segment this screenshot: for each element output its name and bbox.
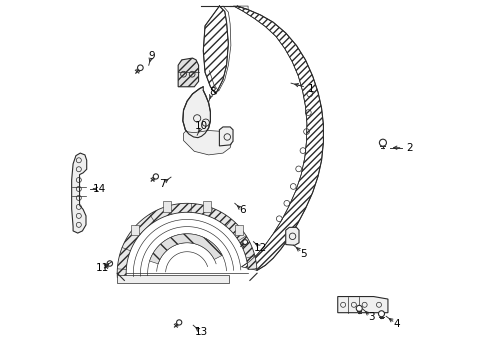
Text: 2: 2	[406, 143, 412, 153]
Circle shape	[379, 139, 386, 146]
Text: 7: 7	[159, 179, 165, 189]
Polygon shape	[219, 127, 233, 146]
Text: 14: 14	[92, 184, 106, 194]
Circle shape	[137, 65, 143, 71]
Text: 11: 11	[96, 263, 109, 273]
Circle shape	[378, 311, 384, 317]
Bar	[203, 201, 211, 212]
Circle shape	[242, 240, 247, 244]
Circle shape	[153, 174, 158, 179]
Circle shape	[176, 320, 182, 325]
Polygon shape	[203, 6, 228, 94]
Polygon shape	[72, 153, 86, 233]
Text: 5: 5	[300, 248, 306, 258]
Polygon shape	[117, 203, 256, 278]
Circle shape	[356, 305, 362, 311]
Polygon shape	[149, 234, 222, 264]
Text: 4: 4	[393, 319, 399, 329]
Bar	[235, 225, 243, 235]
Polygon shape	[233, 6, 323, 270]
Text: 8: 8	[208, 87, 215, 97]
Text: 10: 10	[195, 121, 207, 131]
Text: 13: 13	[194, 327, 208, 337]
Polygon shape	[117, 275, 228, 283]
Polygon shape	[183, 131, 231, 155]
Text: 6: 6	[239, 206, 245, 216]
Polygon shape	[178, 58, 198, 87]
Bar	[131, 225, 139, 235]
Circle shape	[107, 261, 112, 266]
Text: 12: 12	[253, 243, 267, 253]
Polygon shape	[183, 87, 210, 138]
Bar	[163, 201, 171, 212]
Text: 9: 9	[148, 51, 154, 61]
Polygon shape	[337, 297, 387, 313]
Polygon shape	[285, 227, 298, 245]
Text: 3: 3	[368, 312, 374, 322]
Text: 1: 1	[307, 84, 313, 94]
